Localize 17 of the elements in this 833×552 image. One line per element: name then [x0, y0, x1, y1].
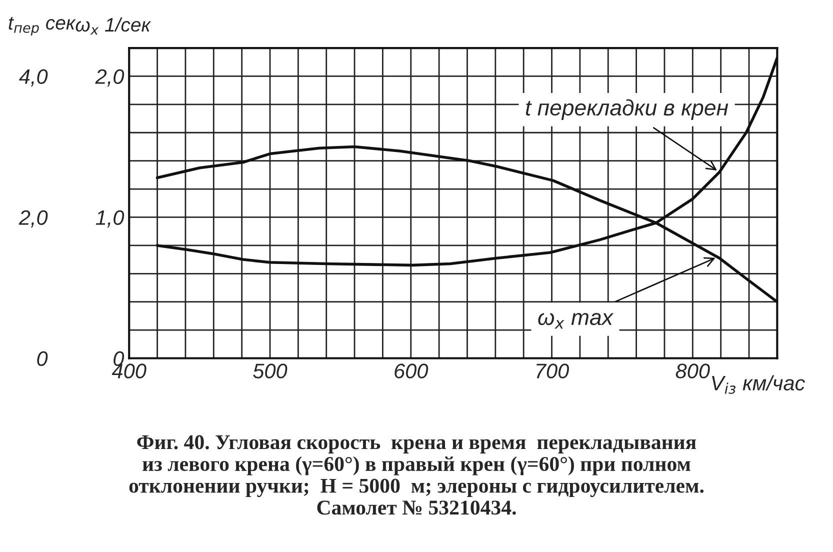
text: Фиг. 40. Угловая скорость крена и время перекладывания из левого крена (γ=60°) в правый крен (γ=60°) при полном отклонении ручки; H = 5000 м; элероны с гидроусилителем. Самолет № 53210434.	[129, 435, 704, 515]
x-tick-label: 800	[676, 364, 710, 378]
y-tick-label: 2,0	[95, 69, 124, 86]
x-axis-title: V$_{iз}$ км/час	[712, 375, 805, 394]
y-axis-title: ω$_{x}$ 1/сек	[76, 17, 152, 35]
y2-tick-label: 4,0	[19, 69, 48, 86]
x-tick-label: 400	[112, 364, 146, 378]
y2-axis-title: t$_{пер}$ сек	[8, 16, 76, 36]
annotation: ω$_{x}$ max	[538, 312, 614, 329]
y-tick-label: 1,0	[96, 210, 124, 228]
annotation: t перекладки в крен	[526, 99, 728, 120]
x-tick-label: 700	[536, 364, 569, 378]
y2-tick-label: 2,0	[18, 210, 48, 228]
x-tick-label: 600	[394, 364, 428, 378]
y-tick-label: 0	[114, 351, 124, 366]
y2-tick-label: 0	[37, 351, 48, 366]
x-tick-label: 500	[253, 364, 288, 378]
